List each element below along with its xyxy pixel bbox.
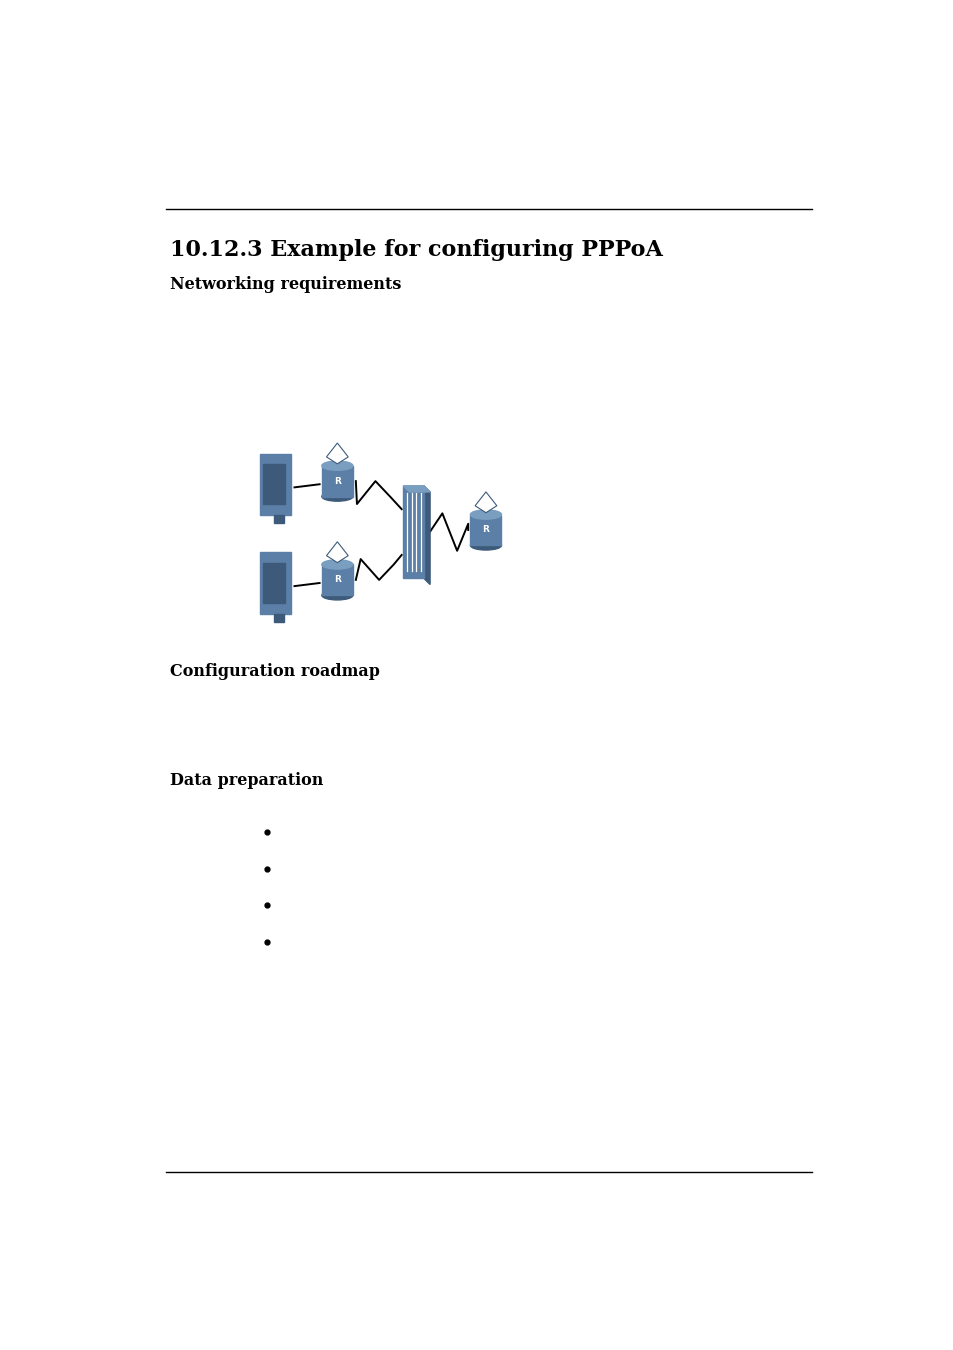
Text: Data preparation: Data preparation [170,772,322,788]
Text: 10.12.3 Example for configuring PPPoA: 10.12.3 Example for configuring PPPoA [170,239,661,262]
Text: Configuration roadmap: Configuration roadmap [170,663,379,680]
Bar [321,564,353,595]
Polygon shape [274,514,284,524]
Bar [403,486,423,578]
Polygon shape [274,614,284,622]
Bar [259,552,291,614]
Ellipse shape [470,541,501,549]
Text: Networking requirements: Networking requirements [170,277,400,293]
Polygon shape [475,491,497,513]
Polygon shape [423,486,430,585]
Ellipse shape [321,462,353,470]
Ellipse shape [321,591,353,599]
Text: R: R [482,525,489,535]
Bar [259,454,291,514]
Text: R: R [334,477,340,486]
Ellipse shape [321,491,353,501]
Bar [263,464,285,504]
Ellipse shape [470,510,501,520]
Ellipse shape [321,560,353,570]
Polygon shape [326,443,348,464]
Bar [263,563,285,603]
Bar [470,514,501,545]
Polygon shape [326,541,348,563]
Text: R: R [334,575,340,585]
Bar [321,466,353,497]
Polygon shape [403,486,430,491]
